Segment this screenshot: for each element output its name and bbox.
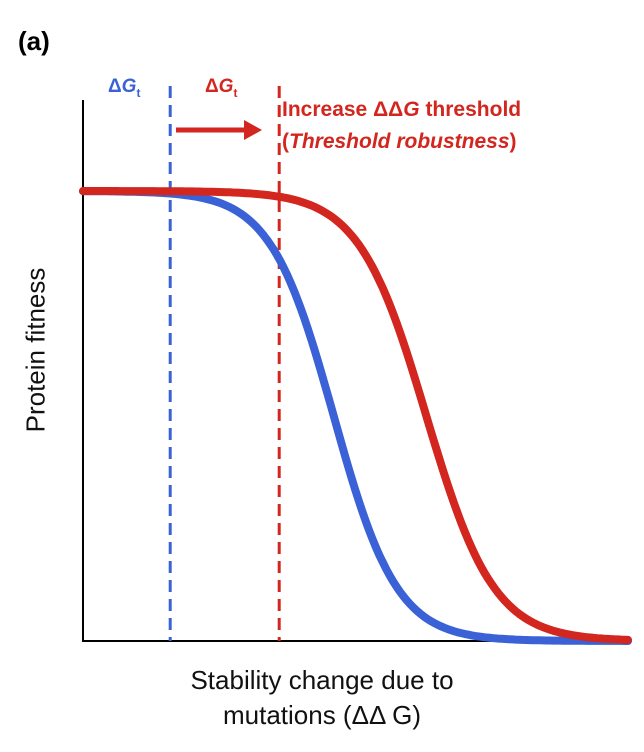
annotation-open-paren: ( bbox=[282, 130, 289, 153]
threshold-label-sub: t bbox=[233, 85, 238, 100]
threshold-annotation-line1: Increase ΔΔG threshold bbox=[282, 96, 521, 123]
annotation-prefix: Increase ΔΔ bbox=[282, 98, 404, 121]
y-axis-label: Protein fitness bbox=[20, 267, 51, 433]
threshold-label-sub: t bbox=[136, 85, 141, 100]
axes bbox=[82, 100, 628, 642]
shift-arrow-head bbox=[244, 120, 262, 140]
threshold-label-delta: Δ bbox=[108, 76, 122, 97]
annotation-suffix: threshold bbox=[419, 98, 522, 121]
threshold-label-red: ΔGt bbox=[205, 76, 237, 100]
threshold-label-g: G bbox=[218, 76, 234, 97]
x-axis-label-line1: Stability change due to bbox=[190, 665, 454, 695]
annotation-italic-g: G bbox=[403, 98, 420, 121]
panel-label: (a) bbox=[18, 26, 50, 56]
fitness-curve-red bbox=[79, 187, 632, 644]
annotation-close-paren: ) bbox=[509, 130, 517, 153]
threshold-label-blue: ΔGt bbox=[108, 76, 140, 100]
shift-arrow bbox=[176, 120, 262, 140]
fitness-curve-blue bbox=[79, 187, 632, 645]
threshold-annotation-line2: (Threshold robustness) bbox=[282, 128, 517, 155]
x-axis-label-line2: mutations (ΔΔ G) bbox=[222, 700, 421, 730]
y-axis-label-wrap: Protein fitness bbox=[6, 240, 66, 460]
threshold-label-g: G bbox=[121, 76, 137, 97]
threshold-label-delta: Δ bbox=[205, 76, 219, 97]
annotation-italic-text: Threshold robustness bbox=[289, 130, 510, 153]
